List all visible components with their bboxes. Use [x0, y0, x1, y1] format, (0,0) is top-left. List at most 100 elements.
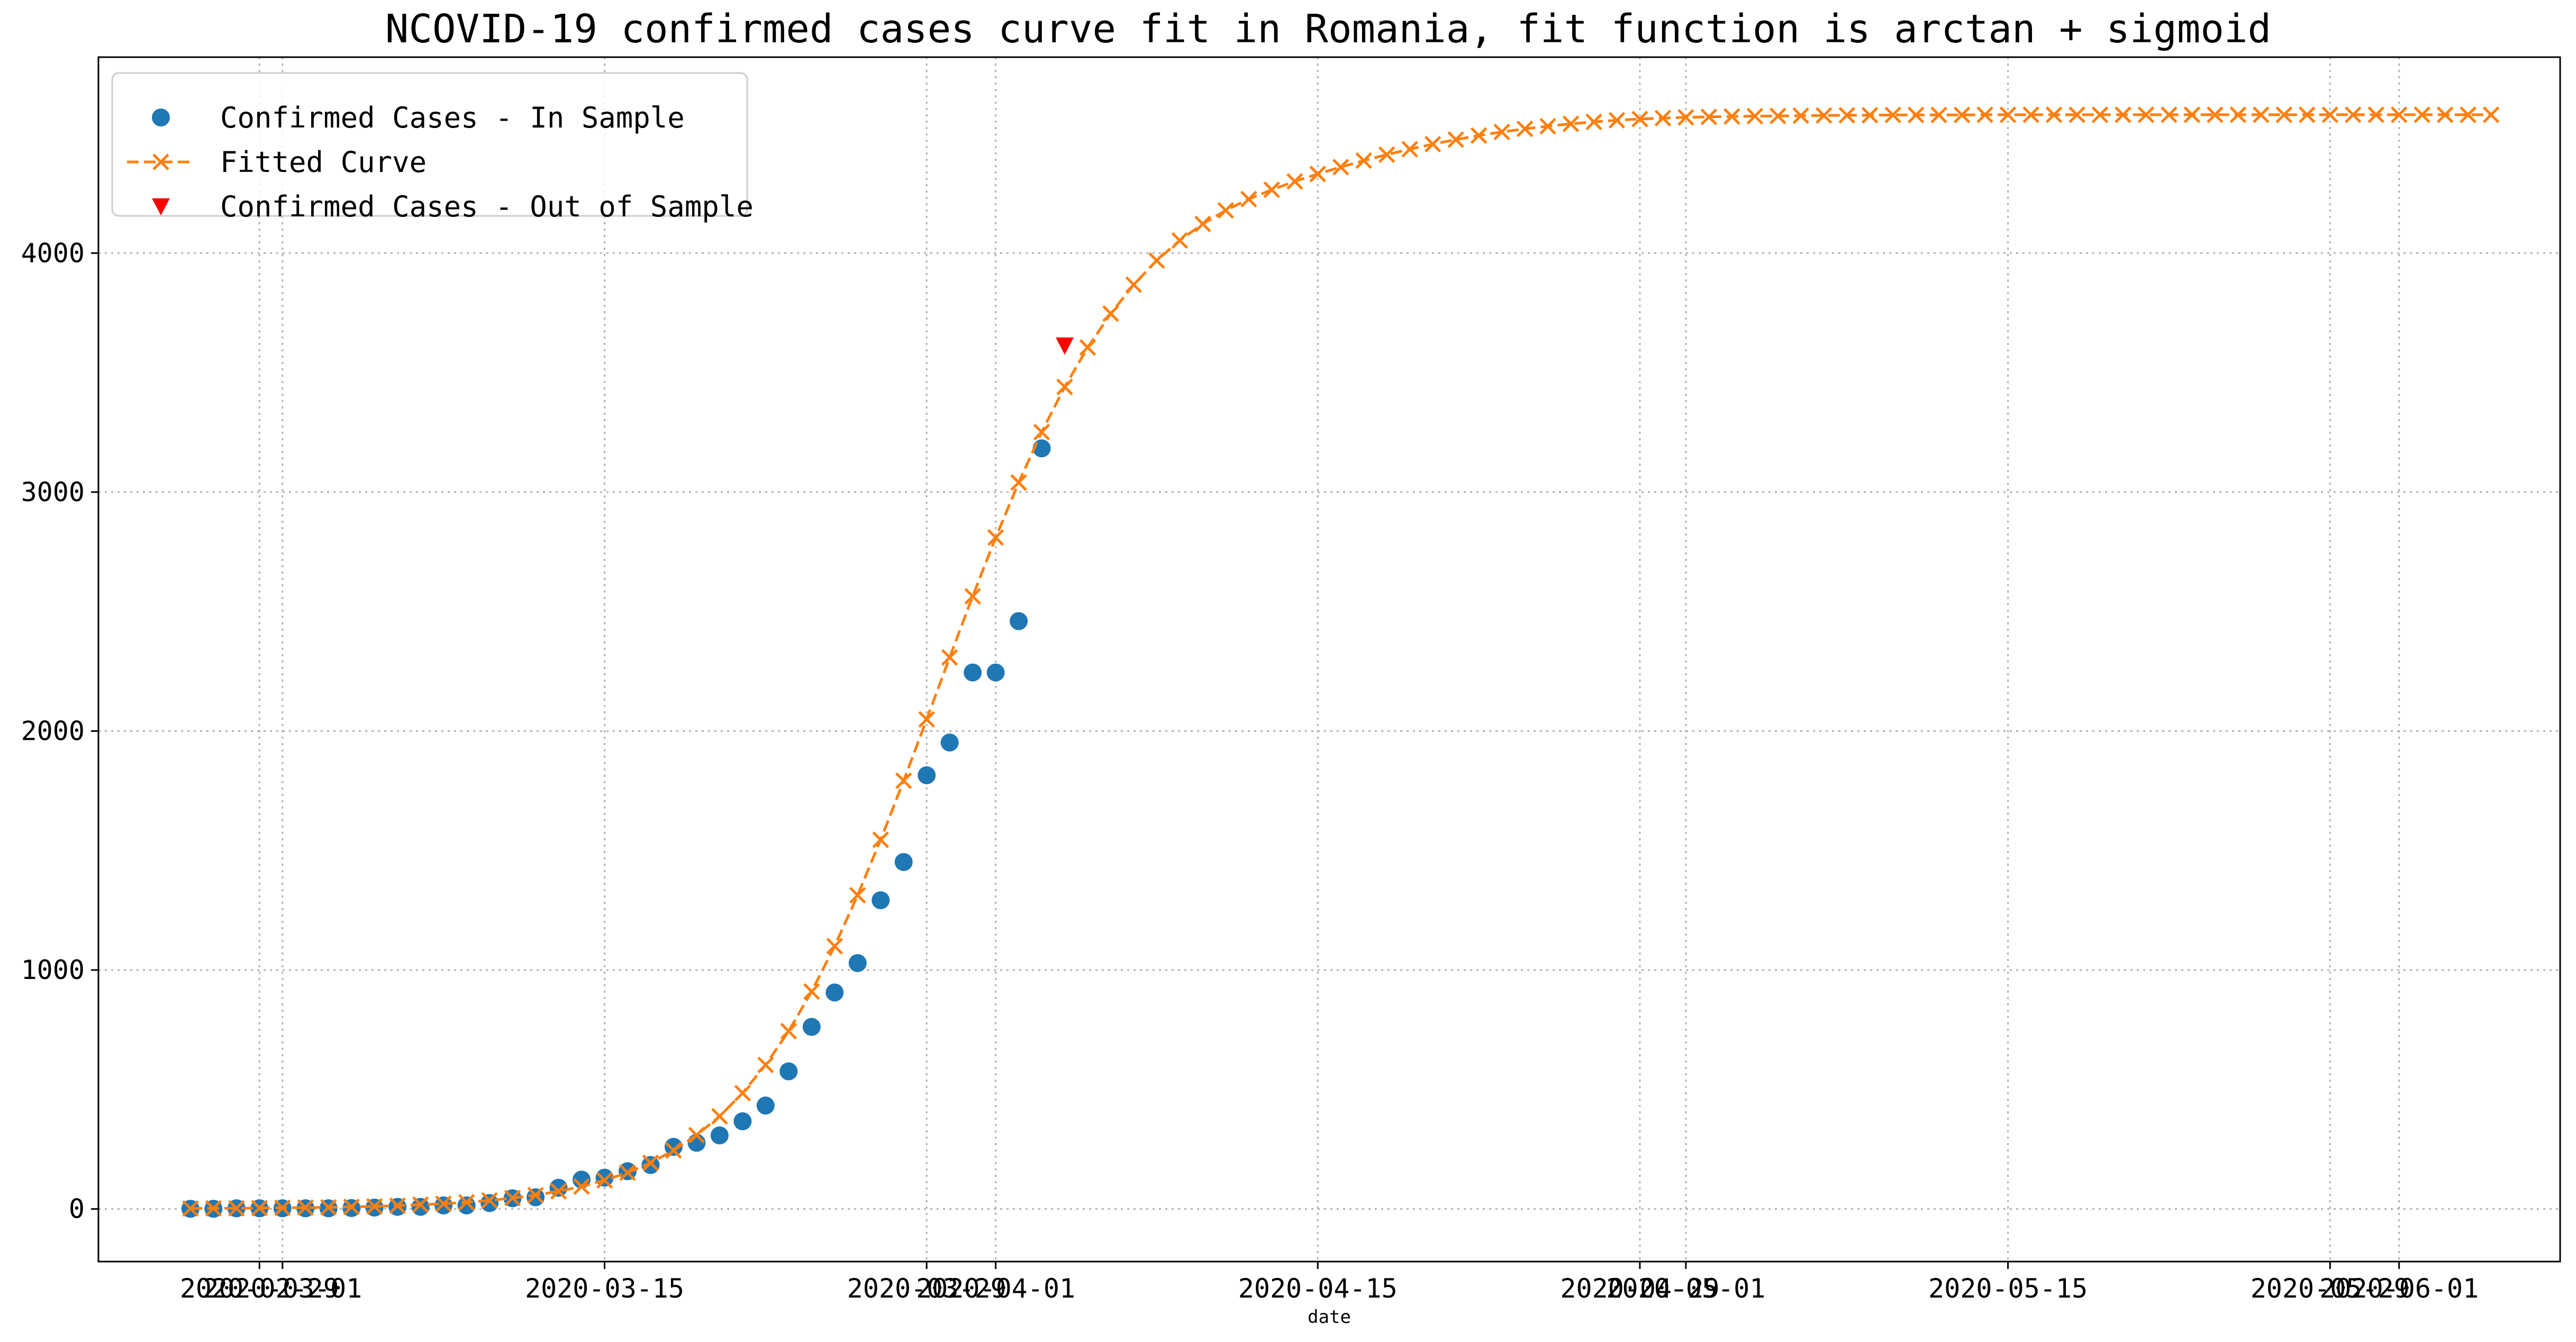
legend-box: [111, 72, 748, 217]
fitted-curve-marker: [2161, 106, 2178, 123]
legend-label: Confirmed Cases - In Sample: [220, 101, 685, 134]
fitted-curve-marker: [1332, 158, 1349, 176]
x-tick-label: 2020-04-01: [916, 1273, 1075, 1304]
fitted-curve-marker: [274, 1199, 291, 1217]
fitted-curve-marker: [1079, 339, 1096, 356]
fitted-curve-marker: [251, 1200, 268, 1217]
fitted-curve-marker: [481, 1192, 498, 1209]
y-tick-label: 4000: [21, 238, 85, 268]
y-tick-label: 2000: [21, 715, 85, 746]
fitted-curve-marker: [1171, 232, 1189, 249]
x-tick-label: 2020-05-01: [1606, 1273, 1765, 1304]
fitted-curve-marker: [1493, 123, 1510, 141]
fitted-curve-marker: [1724, 108, 1740, 125]
fitted-curve-marker: [1056, 378, 1073, 395]
fitted-curve-marker: [780, 1022, 797, 1040]
fitted-curve-marker: [1309, 166, 1327, 183]
fitted-curve-marker: [2390, 106, 2408, 123]
fitted-curve-marker: [1562, 115, 1580, 132]
fitted-curve-marker: [412, 1196, 429, 1213]
fitted-curve-marker: [2368, 106, 2384, 123]
fitted-curve-marker: [2436, 106, 2454, 123]
fitted-curve-marker: [2253, 106, 2270, 123]
fitted-curve-marker: [2229, 106, 2247, 123]
fitted-curve-marker: [2137, 106, 2155, 123]
in-sample-point: [549, 1178, 568, 1197]
fitted-curve-marker: [1907, 106, 1925, 124]
fitted-curve-marker: [1930, 106, 1947, 124]
fitted-curve-marker: [1033, 423, 1050, 441]
grid: [98, 57, 2560, 1262]
fitted-curve-marker: [1217, 202, 1235, 219]
fitted-curve-marker: [1401, 141, 1418, 158]
fitted-curve-marker: [1976, 106, 1993, 123]
fitted-curve-marker: [1953, 106, 1971, 124]
fitted-curve-marker: [1677, 109, 1694, 126]
in-sample-point: [411, 1198, 430, 1216]
in-sample-point: [826, 983, 844, 1002]
fitted-curve-marker: [2344, 106, 2362, 123]
fitted-curve-marker: [343, 1198, 360, 1216]
fitted-curve-marker: [1355, 152, 1372, 169]
in-sample-point: [664, 1138, 683, 1156]
fitted-curve-marker: [2091, 106, 2109, 123]
plot-area: [181, 106, 2500, 1218]
fitted-curve-marker: [550, 1183, 567, 1200]
fitted-curve-marker: [527, 1186, 544, 1204]
in-sample-point: [527, 1188, 545, 1207]
fitted-curve-marker: [757, 1056, 774, 1074]
fitted-curve-marker: [2022, 106, 2039, 123]
fitted-curve-marker: [1010, 474, 1027, 491]
x-tick-label: 2020-05-29: [2251, 1273, 2410, 1304]
y-tick-label: 0: [69, 1194, 85, 1225]
in-sample-point: [457, 1196, 476, 1214]
fitted-curve-marker: [964, 588, 981, 605]
fitted-curve-marker: [711, 1108, 728, 1125]
x-tick-label: 2020-04-15: [1238, 1273, 1398, 1304]
chart-title: NCOVID-19 confirmed cases curve fit in R…: [385, 6, 2271, 52]
fitted-curve-marker: [987, 529, 1004, 546]
in-sample-point: [733, 1112, 752, 1130]
fitted-curve-marker: [918, 711, 935, 728]
fitted-curve-marker: [1148, 252, 1165, 269]
x-tick-label: 2020-05-15: [1928, 1273, 2088, 1304]
fitted-curve-marker: [1470, 127, 1487, 144]
in-sample-point: [894, 853, 913, 871]
in-sample-point: [848, 954, 867, 972]
fitted-curve-marker: [1102, 305, 1119, 322]
fitted-curve-marker: [2321, 106, 2338, 123]
legend-label: Confirmed Cases - Out of Sample: [220, 190, 754, 223]
in-sample-point: [964, 663, 982, 682]
fitted-curve-marker: [2460, 106, 2477, 123]
fitted-curve-marker: [941, 649, 958, 666]
in-sample-point: [641, 1156, 660, 1174]
fitted-curve-marker: [1746, 107, 1764, 125]
fitted-curve-marker: [1424, 135, 1441, 153]
x-tick-label: 2020-03-01: [203, 1273, 362, 1304]
fitted-curve-marker: [1240, 191, 1257, 208]
fitted-curve-marker: [1516, 120, 1534, 138]
out-of-sample-point: [1056, 337, 1074, 355]
fitted-curve-marker: [1861, 106, 1879, 124]
fitted-curve-marker: [320, 1199, 337, 1216]
fitted-curve-marker: [2045, 106, 2063, 123]
in-sample-point: [986, 663, 1005, 682]
fitted-curve-marker: [596, 1172, 613, 1189]
fitted-curve-marker: [665, 1142, 682, 1159]
fitted-curve-marker: [1700, 108, 1718, 125]
fitted-curve-marker: [228, 1200, 245, 1217]
fitted-curve-marker: [1263, 181, 1281, 198]
fitted-curve-marker: [1838, 106, 1855, 124]
in-sample-point: [480, 1194, 499, 1212]
fitted-curve-marker: [872, 831, 889, 848]
fitted-curve-marker: [205, 1200, 222, 1217]
fitted-curve-marker: [1125, 276, 1142, 293]
fitted-curve-marker: [2414, 106, 2430, 123]
fitted-curve-marker: [2069, 106, 2085, 123]
y-tick-label: 3000: [21, 477, 85, 507]
fitted-curve-marker: [826, 938, 843, 955]
plot-frame: [97, 56, 2561, 1263]
